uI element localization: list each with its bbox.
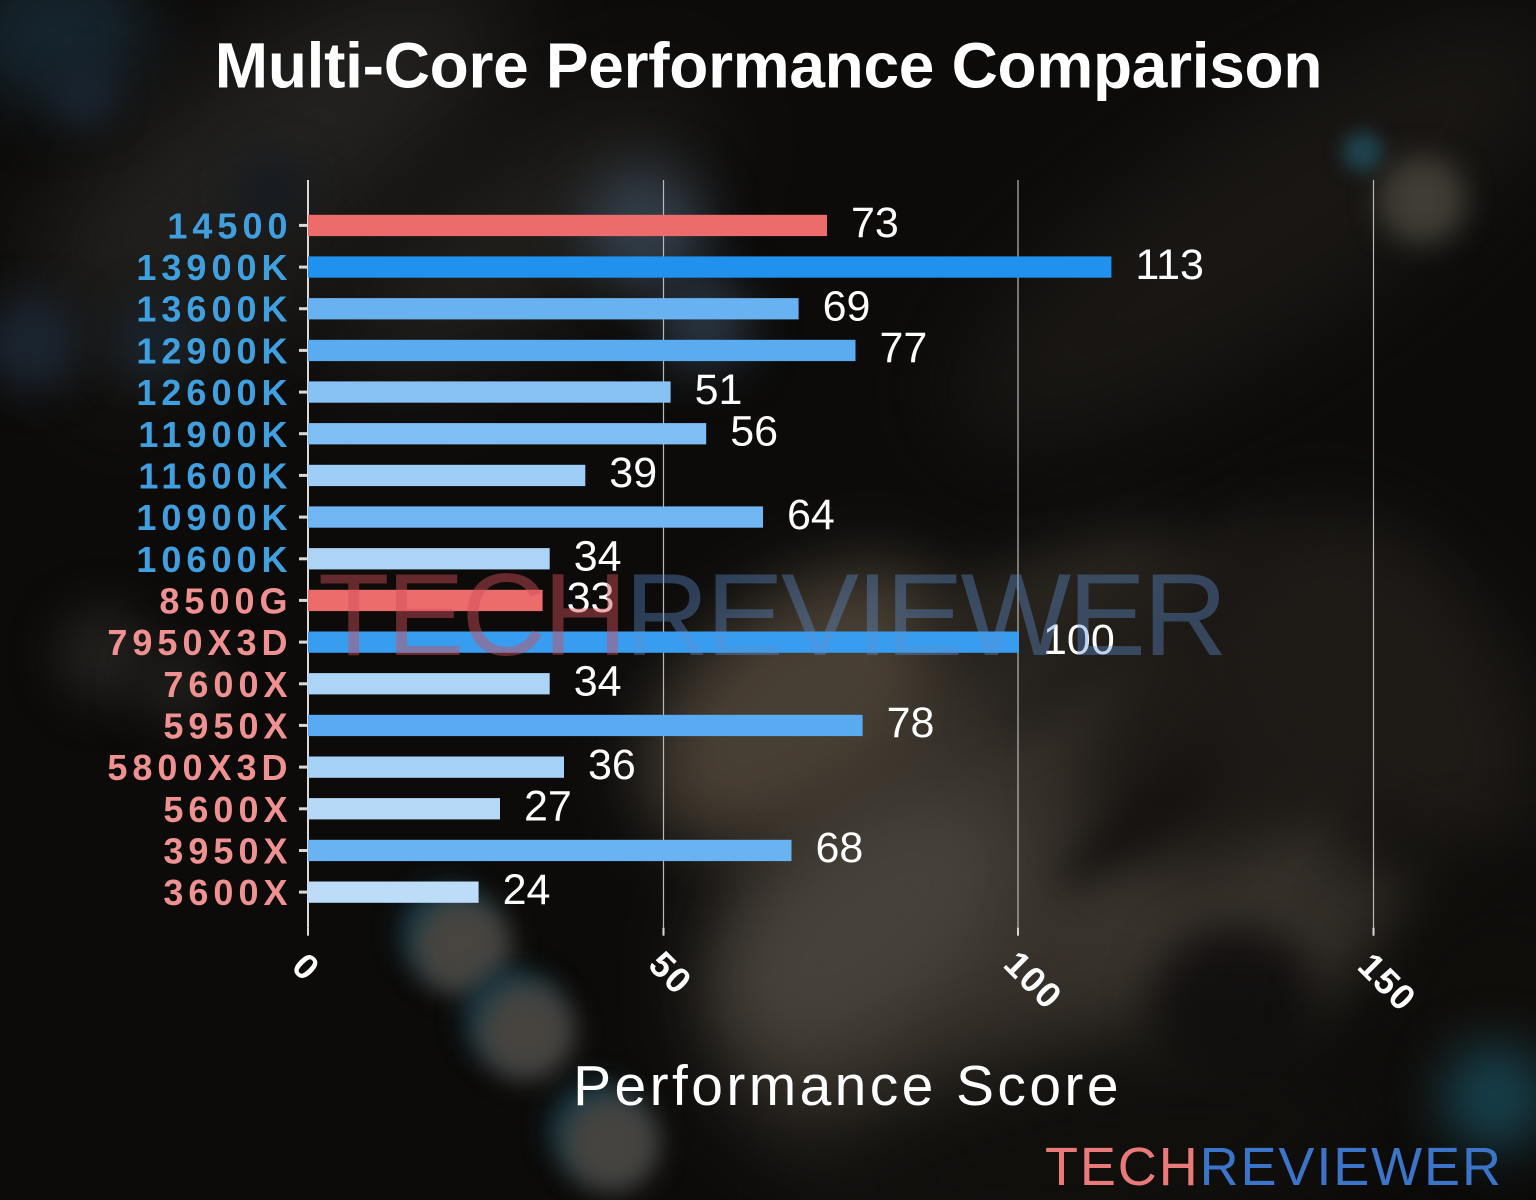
svg-text:39: 39 (609, 449, 657, 497)
svg-text:51: 51 (695, 366, 743, 414)
svg-text:7600X: 7600X (163, 664, 292, 705)
svg-text:34: 34 (574, 533, 622, 581)
svg-text:68: 68 (816, 824, 864, 872)
svg-text:24: 24 (503, 866, 551, 914)
svg-text:10900K: 10900K (136, 497, 292, 538)
svg-text:0: 0 (284, 945, 328, 989)
svg-text:13600K: 13600K (136, 289, 292, 330)
svg-text:11900K: 11900K (138, 414, 292, 455)
svg-text:77: 77 (880, 324, 928, 372)
svg-text:5600X: 5600X (163, 789, 292, 830)
svg-text:64: 64 (787, 491, 835, 539)
svg-text:11600K: 11600K (138, 455, 292, 496)
svg-text:12900K: 12900K (136, 330, 292, 371)
svg-text:5800X3D: 5800X3D (107, 747, 292, 788)
svg-text:7950X3D: 7950X3D (107, 622, 292, 663)
svg-text:69: 69 (823, 283, 871, 331)
svg-text:3600X: 3600X (163, 872, 292, 913)
svg-text:33: 33 (567, 574, 615, 622)
svg-text:100: 100 (996, 943, 1071, 1018)
svg-text:150: 150 (1350, 945, 1425, 1020)
svg-text:78: 78 (887, 699, 935, 747)
svg-text:10600K: 10600K (136, 539, 292, 580)
svg-text:Performance Score: Performance Score (573, 1054, 1122, 1118)
svg-text:5950X: 5950X (163, 705, 292, 746)
svg-text:34: 34 (574, 658, 622, 706)
svg-text:56: 56 (730, 408, 778, 456)
svg-text:Multi-Core Performance Compari: Multi-Core Performance Comparison (215, 30, 1322, 102)
svg-text:8500G: 8500G (159, 580, 292, 621)
svg-text:TECHREVIEWER: TECHREVIEWER (1045, 1137, 1503, 1197)
svg-text:73: 73 (851, 199, 899, 247)
svg-text:12600K: 12600K (136, 372, 292, 413)
svg-text:3950X: 3950X (163, 831, 292, 872)
svg-text:27: 27 (524, 783, 572, 831)
svg-text:13900K: 13900K (136, 247, 292, 288)
svg-text:TECHREVIEWER: TECHREVIEWER (318, 549, 1225, 680)
svg-text:36: 36 (588, 741, 636, 789)
svg-text:50: 50 (641, 943, 700, 1002)
svg-text:113: 113 (1135, 241, 1204, 289)
svg-text:14500: 14500 (167, 205, 292, 246)
svg-text:100: 100 (1043, 616, 1115, 664)
